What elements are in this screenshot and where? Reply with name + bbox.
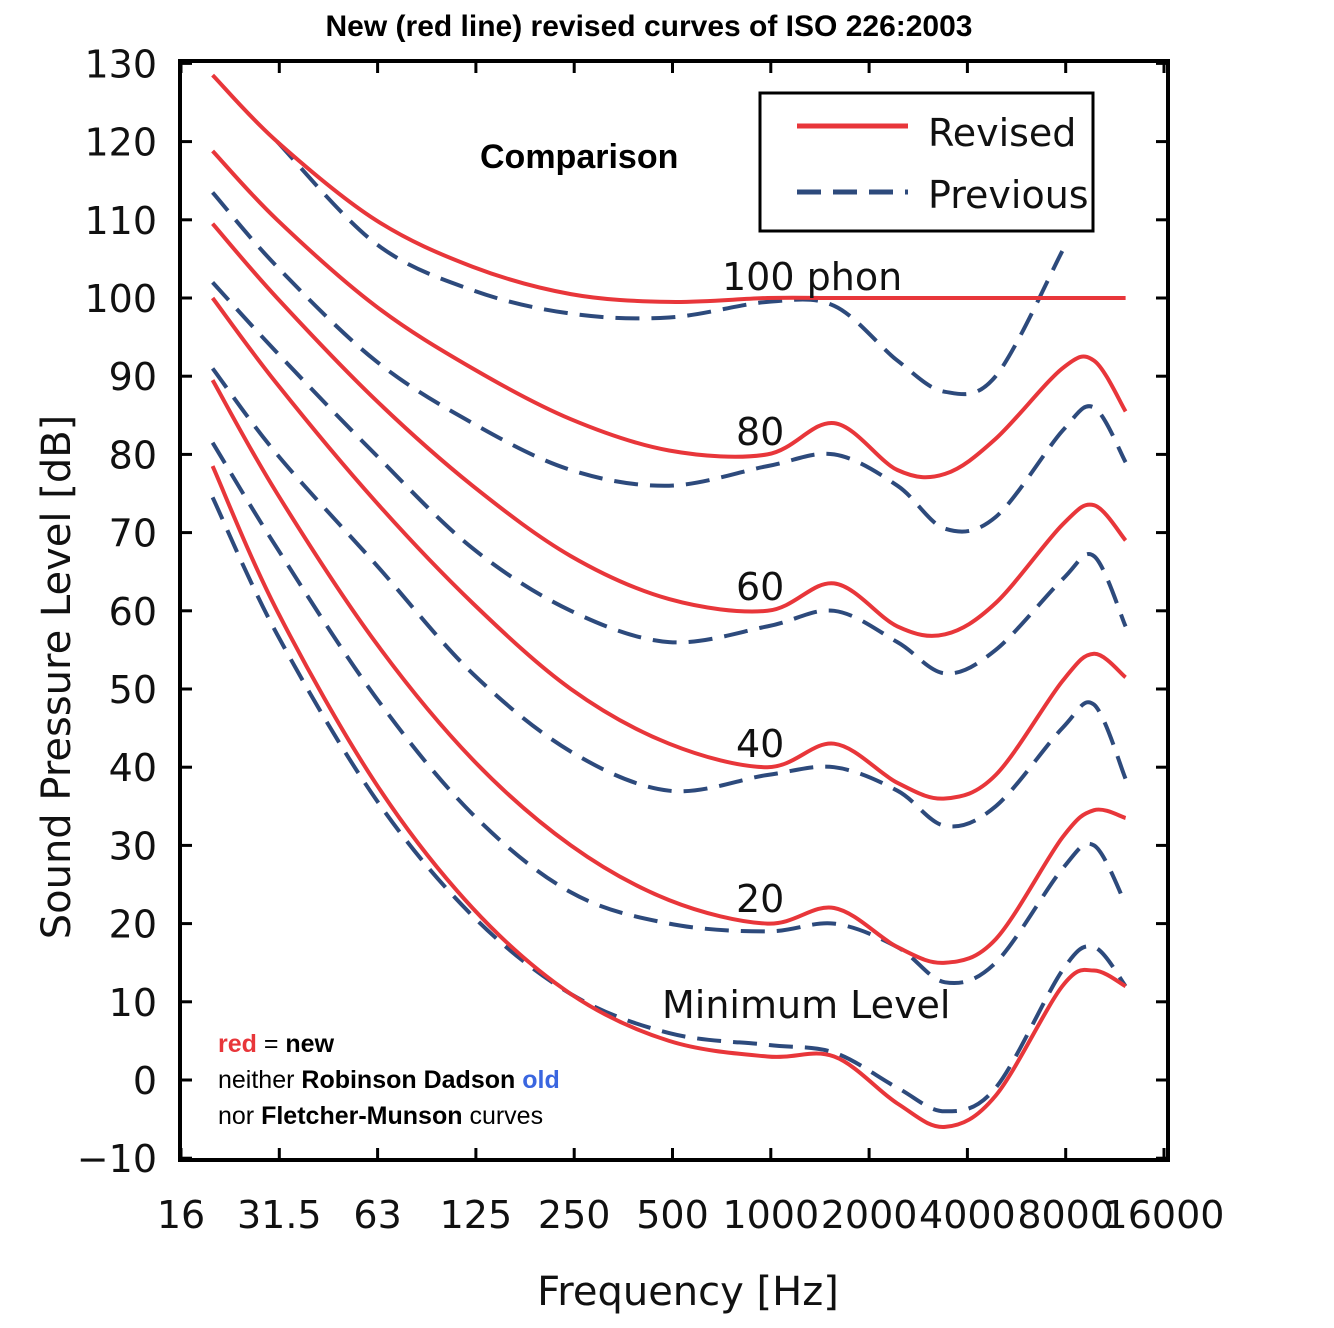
previous-curve-80 (211, 191, 1128, 534)
revised-curves (210, 73, 1128, 1129)
previous-curve-60 (211, 281, 1128, 676)
y-tick-label: −10 (77, 1137, 157, 1181)
x-tick-label: 63 (353, 1193, 401, 1237)
revised-curve-80 (211, 149, 1128, 480)
note-line-1: red = new (218, 1030, 335, 1058)
label-60-phon: 60 (736, 565, 784, 609)
y-tick-label: 60 (109, 590, 157, 634)
y-tick-label: 120 (84, 121, 157, 165)
comparison-label: Comparison (480, 138, 678, 176)
note-curves: curves (463, 1102, 544, 1130)
revised-curve-60 (211, 222, 1128, 638)
previous-curve-minimum-level (210, 496, 1128, 1114)
revised-curve-minimum-level (210, 465, 1127, 1129)
y-tick-label: 110 (84, 199, 157, 243)
y-tick-label: 80 (109, 433, 157, 477)
revised-curve-40 (211, 296, 1127, 801)
note-robinson-dadson: Robinson Dadson (301, 1066, 515, 1094)
label-40-phon: 40 (736, 722, 784, 766)
y-tick-label: 100 (84, 277, 157, 321)
y-tick-label: 0 (133, 1059, 157, 1103)
note-line-2: neither Robinson Dadson old (218, 1066, 560, 1094)
note-red-word: red (218, 1030, 257, 1058)
revised-curve-20 (210, 379, 1127, 965)
y-axis-label: Sound Pressure Level [dB] (34, 415, 80, 940)
legend-revised-label: Revised (928, 111, 1076, 155)
previous-curves (210, 140, 1128, 1114)
label-80-phon: 80 (736, 410, 784, 454)
x-tick-label: 500 (636, 1193, 709, 1237)
chart-title: New (red line) revised curves of ISO 226… (326, 10, 973, 43)
x-tick-label: 16 (157, 1193, 205, 1237)
y-tick-label: 90 (109, 355, 157, 399)
previous-curve-100-phon (275, 140, 1065, 397)
legend: Revised Previous (758, 91, 1095, 233)
note-line-3: nor Fletcher-Munson curves (218, 1102, 543, 1130)
y-tick-label: 70 (109, 512, 157, 556)
label-20-phon: 20 (736, 877, 784, 921)
note-nor: nor (218, 1102, 261, 1130)
x-tick-label: 16000 (1104, 1193, 1225, 1237)
x-tick-label: 1000 (722, 1193, 819, 1237)
x-tick-label: 31.5 (237, 1193, 322, 1237)
previous-curve-40 (211, 367, 1128, 829)
note-fletcher-munson: Fletcher-Munson (261, 1102, 462, 1130)
note-equals: = (257, 1030, 286, 1058)
x-tick-label: 8000 (1017, 1193, 1114, 1237)
y-tick-label: 30 (109, 824, 157, 868)
x-axis-label: Frequency [Hz] (537, 1269, 839, 1315)
label-100-phon: 100 phon (722, 255, 902, 299)
y-tick-label: 130 (84, 42, 157, 86)
legend-previous-label: Previous (928, 173, 1089, 217)
y-tick-label: 40 (109, 746, 157, 790)
x-tick-label: 125 (440, 1193, 513, 1237)
y-tick-label: 10 (109, 981, 157, 1025)
curves (210, 73, 1128, 1129)
previous-curve-20 (210, 441, 1128, 985)
note: red = new neither Robinson Dadson old no… (218, 1030, 560, 1130)
note-neither: neither (218, 1066, 301, 1094)
x-tick-label: 2000 (821, 1193, 918, 1237)
note-new-word: new (285, 1030, 334, 1058)
y-tick-label: 50 (109, 668, 157, 712)
legend-box (758, 91, 1095, 233)
note-old-word: old (515, 1066, 559, 1094)
y-tick-label: 20 (109, 903, 157, 947)
x-tick-label: 4000 (919, 1193, 1016, 1237)
label-minimum-level: Minimum Level (662, 983, 951, 1027)
x-tick-label: 250 (538, 1193, 611, 1237)
revised-curve-100-phon (211, 73, 1126, 304)
